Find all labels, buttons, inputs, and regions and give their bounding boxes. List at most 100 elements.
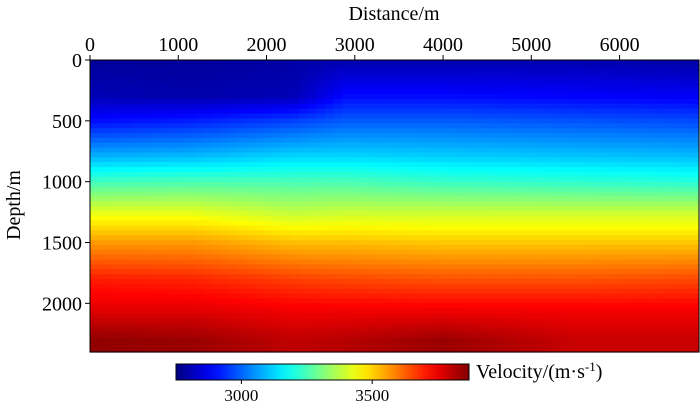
heatmap-cell <box>577 220 587 227</box>
heatmap-cell <box>568 133 578 139</box>
heatmap-cell <box>481 269 491 275</box>
heatmap-cell <box>385 240 396 246</box>
heatmap-cell <box>272 308 282 314</box>
heatmap-cell <box>455 176 465 183</box>
heatmap-cell <box>420 298 430 304</box>
heatmap-cell <box>220 171 230 178</box>
heatmap-cell <box>411 60 422 66</box>
heatmap-cell <box>603 279 613 285</box>
heatmap-cell <box>498 332 509 338</box>
heatmap-cell <box>472 298 483 304</box>
heatmap-cell <box>446 118 456 124</box>
heatmap-cell <box>507 191 517 197</box>
heatmap-cell <box>690 230 700 236</box>
heatmap-cell <box>368 298 378 304</box>
heatmap-cell <box>655 152 665 158</box>
heatmap-cell <box>411 167 422 173</box>
heatmap-cell <box>568 342 578 348</box>
heatmap-cell <box>377 347 387 353</box>
heatmap-cell <box>446 79 456 85</box>
heatmap-cell <box>542 79 552 85</box>
heatmap-cell <box>194 347 204 353</box>
heatmap-cell <box>377 308 387 314</box>
heatmap-cell <box>612 196 622 202</box>
heatmap-cell <box>672 337 683 343</box>
heatmap-cell <box>455 133 465 139</box>
heatmap-cell <box>403 79 413 85</box>
heatmap-cell <box>559 137 570 144</box>
heatmap-cell <box>507 103 517 110</box>
heatmap-cell <box>525 249 535 256</box>
heatmap-cell <box>203 317 213 324</box>
heatmap-cell <box>168 264 178 270</box>
heatmap-cell <box>98 152 108 158</box>
heatmap-cell <box>559 240 570 246</box>
heatmap-cell <box>655 254 665 261</box>
heatmap-cell <box>533 244 543 251</box>
heatmap-cell <box>237 98 248 105</box>
heatmap-cell <box>551 322 561 329</box>
heatmap-cell <box>577 186 587 192</box>
heatmap-cell <box>168 94 178 100</box>
heatmap-cell <box>246 264 256 270</box>
heatmap-cell <box>594 94 604 100</box>
heatmap-cell <box>664 84 674 90</box>
heatmap-cell <box>133 337 143 343</box>
heatmap-cell <box>368 283 378 290</box>
heatmap-cell <box>385 254 396 261</box>
heatmap-cell <box>446 327 456 334</box>
heatmap-cell <box>429 103 439 110</box>
heatmap-cell <box>446 98 456 105</box>
heatmap-cell <box>490 171 500 178</box>
heatmap-cell <box>568 157 578 163</box>
colorbar-ticks: 3000 3500 <box>224 380 389 405</box>
heatmap-cell <box>159 230 169 236</box>
heatmap-cell <box>142 269 152 275</box>
heatmap-cell <box>568 313 578 319</box>
heatmap-cell <box>211 327 222 334</box>
heatmap-cell <box>498 186 509 192</box>
heatmap-cell <box>420 254 430 261</box>
heatmap-cell <box>116 313 126 319</box>
heatmap-cell <box>690 322 700 329</box>
heatmap-cell <box>107 283 117 290</box>
heatmap-cell <box>385 322 396 329</box>
heatmap-cell <box>133 147 143 154</box>
heatmap-cell <box>324 64 335 71</box>
heatmap-cell <box>620 152 630 158</box>
colorbar-tick-label: 3500 <box>355 386 389 405</box>
heatmap-cell <box>342 128 352 134</box>
heatmap-cell <box>646 327 657 334</box>
heatmap-cell <box>290 103 300 110</box>
heatmap-cell <box>420 84 430 90</box>
heatmap-cell <box>211 98 222 105</box>
heatmap-cell <box>359 191 369 197</box>
heatmap-cell <box>229 133 239 139</box>
heatmap-cell <box>229 269 239 275</box>
heatmap-cell <box>612 254 622 261</box>
heatmap-cell <box>298 298 309 304</box>
heatmap-cell <box>116 128 126 134</box>
heatmap-cell <box>568 347 578 353</box>
heatmap-cell <box>559 94 570 100</box>
heatmap-cell <box>420 332 430 338</box>
heatmap-cell <box>150 283 161 290</box>
heatmap-cell <box>672 113 683 119</box>
heatmap-cell <box>177 322 187 329</box>
heatmap-cell <box>672 79 683 85</box>
heatmap-cell <box>133 118 143 124</box>
heatmap-cell <box>307 254 317 261</box>
heatmap-cell <box>264 152 274 158</box>
heatmap-cell <box>498 264 509 270</box>
heatmap-cell <box>664 152 674 158</box>
heatmap-cell <box>385 279 396 285</box>
heatmap-cell <box>203 283 213 290</box>
heatmap-cell <box>133 254 143 261</box>
heatmap-cell <box>150 274 161 280</box>
heatmap-cell <box>690 249 700 256</box>
heatmap-cell <box>403 191 413 197</box>
heatmap-cell <box>455 283 465 290</box>
heatmap-cell <box>585 259 596 265</box>
heatmap-cell <box>194 288 204 295</box>
heatmap-cell <box>672 89 683 95</box>
